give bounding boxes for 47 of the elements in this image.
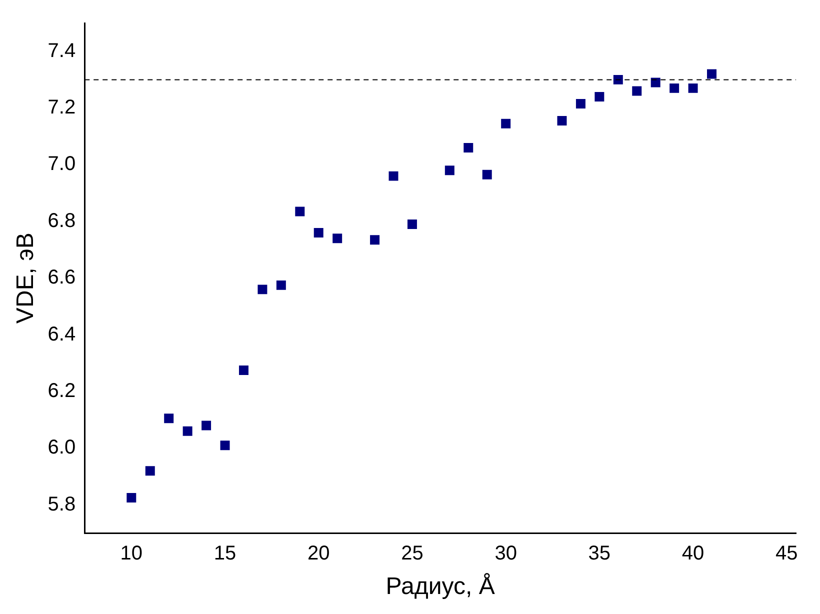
point: [670, 83, 680, 93]
x-tick-label: 10: [120, 542, 143, 565]
point: [332, 234, 342, 244]
point: [258, 284, 268, 294]
point: [594, 92, 604, 102]
point: [613, 74, 623, 84]
point: [650, 78, 660, 88]
point: [164, 414, 174, 424]
point: [576, 99, 586, 109]
x-axis-title: Радиус, Å: [386, 573, 495, 600]
y-tick-label: 7.4: [48, 40, 76, 62]
point: [276, 280, 286, 290]
point: [220, 440, 230, 450]
point: [314, 228, 324, 238]
point: [501, 118, 511, 128]
point: [238, 365, 248, 375]
point: [295, 206, 305, 216]
point: [557, 116, 567, 126]
point: [464, 142, 474, 152]
point: [182, 426, 192, 436]
x-tick-label: 45: [776, 542, 798, 565]
point: [388, 171, 398, 181]
point: [145, 466, 155, 476]
point: [688, 83, 698, 93]
y-tick-label: 6.8: [48, 210, 76, 232]
y-tick-label: 6.6: [48, 266, 76, 289]
point: [707, 69, 716, 79]
point: [407, 220, 417, 229]
point: [370, 235, 380, 245]
point: [482, 170, 492, 180]
x-tick-label: 25: [401, 542, 424, 565]
x-tick-label: 40: [682, 542, 704, 565]
point: [202, 420, 212, 430]
point: [444, 166, 454, 176]
y-tick-label: 5.8: [48, 493, 76, 516]
point: [126, 493, 136, 503]
x-tick-label: 30: [494, 542, 517, 565]
x-tick-label: 15: [214, 542, 236, 565]
y-tick-label: 6.0: [48, 436, 76, 459]
y-tick-label: 6.2: [48, 380, 76, 402]
point: [632, 86, 642, 96]
y-tick-label: 6.4: [48, 323, 76, 346]
x-tick-label: 35: [588, 542, 611, 565]
x-tick-label: 20: [307, 542, 330, 565]
y-axis-title: VDE, эВ: [12, 232, 40, 324]
y-tick-label: 7.2: [48, 96, 76, 119]
y-tick-label: 7.0: [48, 153, 76, 176]
